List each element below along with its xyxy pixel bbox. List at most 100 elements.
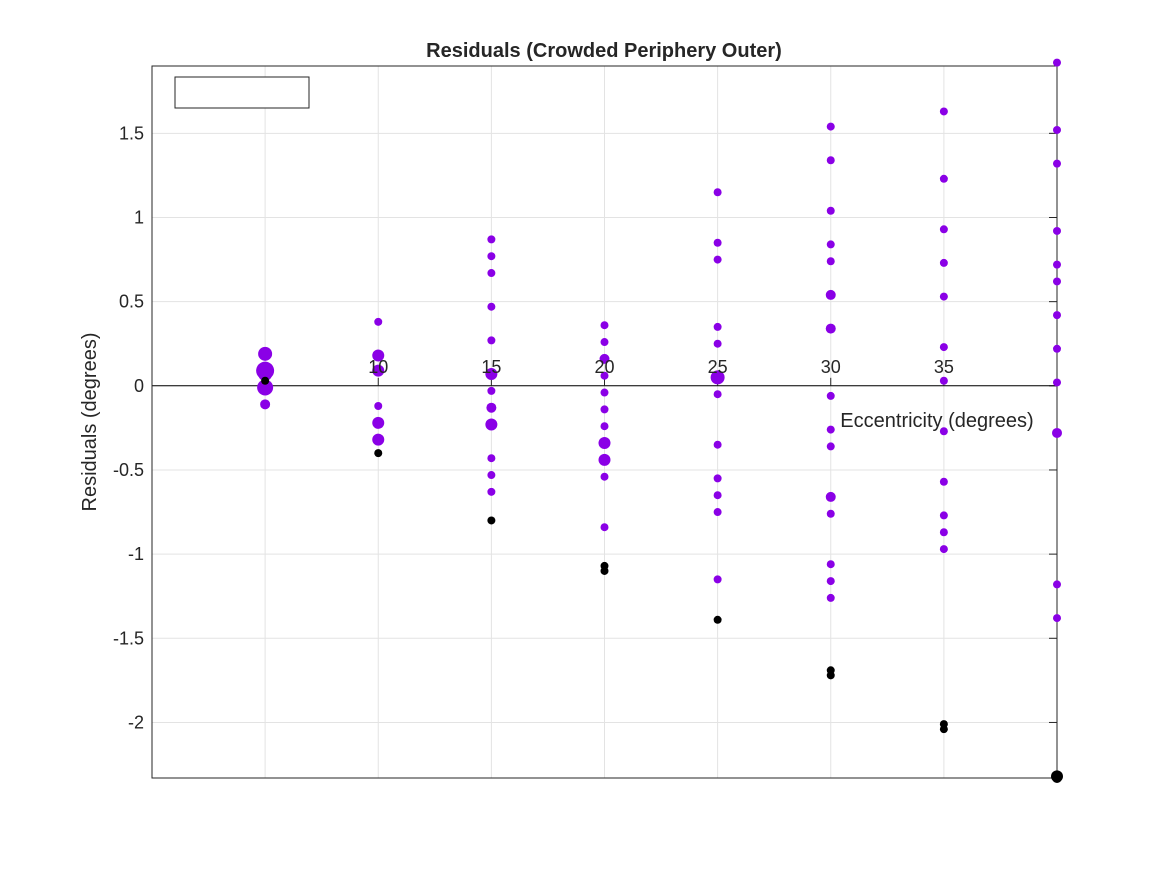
legend-box xyxy=(174,76,310,109)
y-tick-label: 0 xyxy=(134,376,144,396)
residual-point xyxy=(258,367,273,382)
residual-point xyxy=(1052,427,1062,438)
y-tick-labels: -2 -1.5 -1 -0.5 0 0.5 1 1.5 xyxy=(113,123,144,732)
residual-point xyxy=(487,235,496,244)
residual-point xyxy=(713,491,722,500)
residual-point xyxy=(487,454,496,463)
residual-point xyxy=(939,528,948,537)
residual-point xyxy=(374,402,383,411)
residual-point xyxy=(939,477,948,486)
x-tick-label: 10 xyxy=(368,357,388,377)
residual-point xyxy=(600,422,609,431)
residual-point xyxy=(826,391,835,400)
residual-point xyxy=(1053,580,1061,589)
residual-point xyxy=(939,225,948,234)
residual-point xyxy=(713,255,722,264)
x-tick-label: 25 xyxy=(708,357,728,377)
residual-point xyxy=(1053,344,1061,353)
residual-point xyxy=(826,156,835,165)
y-tick-label: -0.5 xyxy=(113,460,144,480)
residual-point xyxy=(600,523,609,532)
residual-point xyxy=(487,252,496,261)
residual-point xyxy=(939,376,948,385)
x-axis-label: Eccentricity (degrees) xyxy=(840,410,1033,432)
residual-point xyxy=(939,545,948,554)
data-points xyxy=(256,58,1063,783)
residual-point xyxy=(826,442,835,451)
residual-point-black xyxy=(374,449,383,458)
residual-point xyxy=(257,379,274,396)
residual-point xyxy=(713,508,722,517)
y-tick-label: 0.5 xyxy=(119,292,144,312)
residual-point xyxy=(1053,58,1061,67)
residual-point xyxy=(713,575,722,584)
residual-point xyxy=(485,368,498,381)
residual-point-black xyxy=(713,615,722,624)
residual-point xyxy=(939,511,948,520)
residual-point xyxy=(372,364,385,377)
residual-point xyxy=(826,257,835,266)
residual-point xyxy=(826,425,835,434)
residual-point xyxy=(939,427,948,436)
residual-point xyxy=(485,418,498,431)
residual-point xyxy=(486,402,497,413)
residual-point xyxy=(939,174,948,183)
residual-point-black xyxy=(826,671,835,680)
residual-point xyxy=(826,509,835,518)
residual-point-black xyxy=(487,516,496,525)
residual-point xyxy=(487,487,496,496)
residual-point xyxy=(600,321,609,330)
residual-point xyxy=(826,122,835,131)
residual-point xyxy=(1053,311,1061,320)
residual-point xyxy=(600,388,609,397)
residual-point xyxy=(825,491,836,502)
residual-point xyxy=(825,289,836,300)
residual-point xyxy=(600,405,609,414)
residual-point xyxy=(599,353,610,364)
residual-point xyxy=(598,437,611,450)
residual-point xyxy=(600,472,609,481)
plot-frame xyxy=(151,65,1058,779)
grid-lines xyxy=(152,66,1057,778)
residual-point xyxy=(487,336,496,345)
residual-point xyxy=(600,371,609,380)
x-tick-label: 15 xyxy=(481,357,501,377)
residual-point xyxy=(710,370,725,385)
x-tick-label: 35 xyxy=(934,357,954,377)
residual-point xyxy=(713,322,722,331)
residual-point xyxy=(713,390,722,399)
residual-point xyxy=(1053,159,1061,168)
residual-point xyxy=(372,349,385,362)
residual-point xyxy=(713,474,722,483)
y-tick-label: -1.5 xyxy=(113,628,144,648)
residual-point xyxy=(713,188,722,197)
y-tick-label: -2 xyxy=(128,712,144,732)
y-axis-label: Residuals (degrees) xyxy=(79,333,101,512)
y-tick-label: 1.5 xyxy=(119,123,144,143)
residual-point xyxy=(1053,277,1061,286)
residual-point xyxy=(1053,378,1061,387)
residual-point xyxy=(372,416,385,429)
residual-point xyxy=(826,206,835,215)
residual-point xyxy=(826,577,835,586)
residual-point xyxy=(939,292,948,301)
residual-point xyxy=(1053,260,1061,269)
residual-point xyxy=(939,258,948,267)
x-tick-label: 30 xyxy=(821,357,841,377)
residual-point-black xyxy=(600,566,609,575)
residual-point-black xyxy=(261,376,270,385)
residual-point xyxy=(939,343,948,352)
residual-point xyxy=(487,302,496,311)
residual-point xyxy=(600,338,609,347)
residual-point xyxy=(713,238,722,247)
residual-point-black xyxy=(939,725,948,734)
residual-point xyxy=(260,399,271,410)
residual-point xyxy=(826,560,835,569)
residual-point xyxy=(487,386,496,395)
residual-point xyxy=(939,107,948,116)
y-tick-label: 1 xyxy=(134,207,144,227)
residual-point xyxy=(713,339,722,348)
chart-title: Residuals (Crowded Periphery Outer) xyxy=(426,40,782,62)
